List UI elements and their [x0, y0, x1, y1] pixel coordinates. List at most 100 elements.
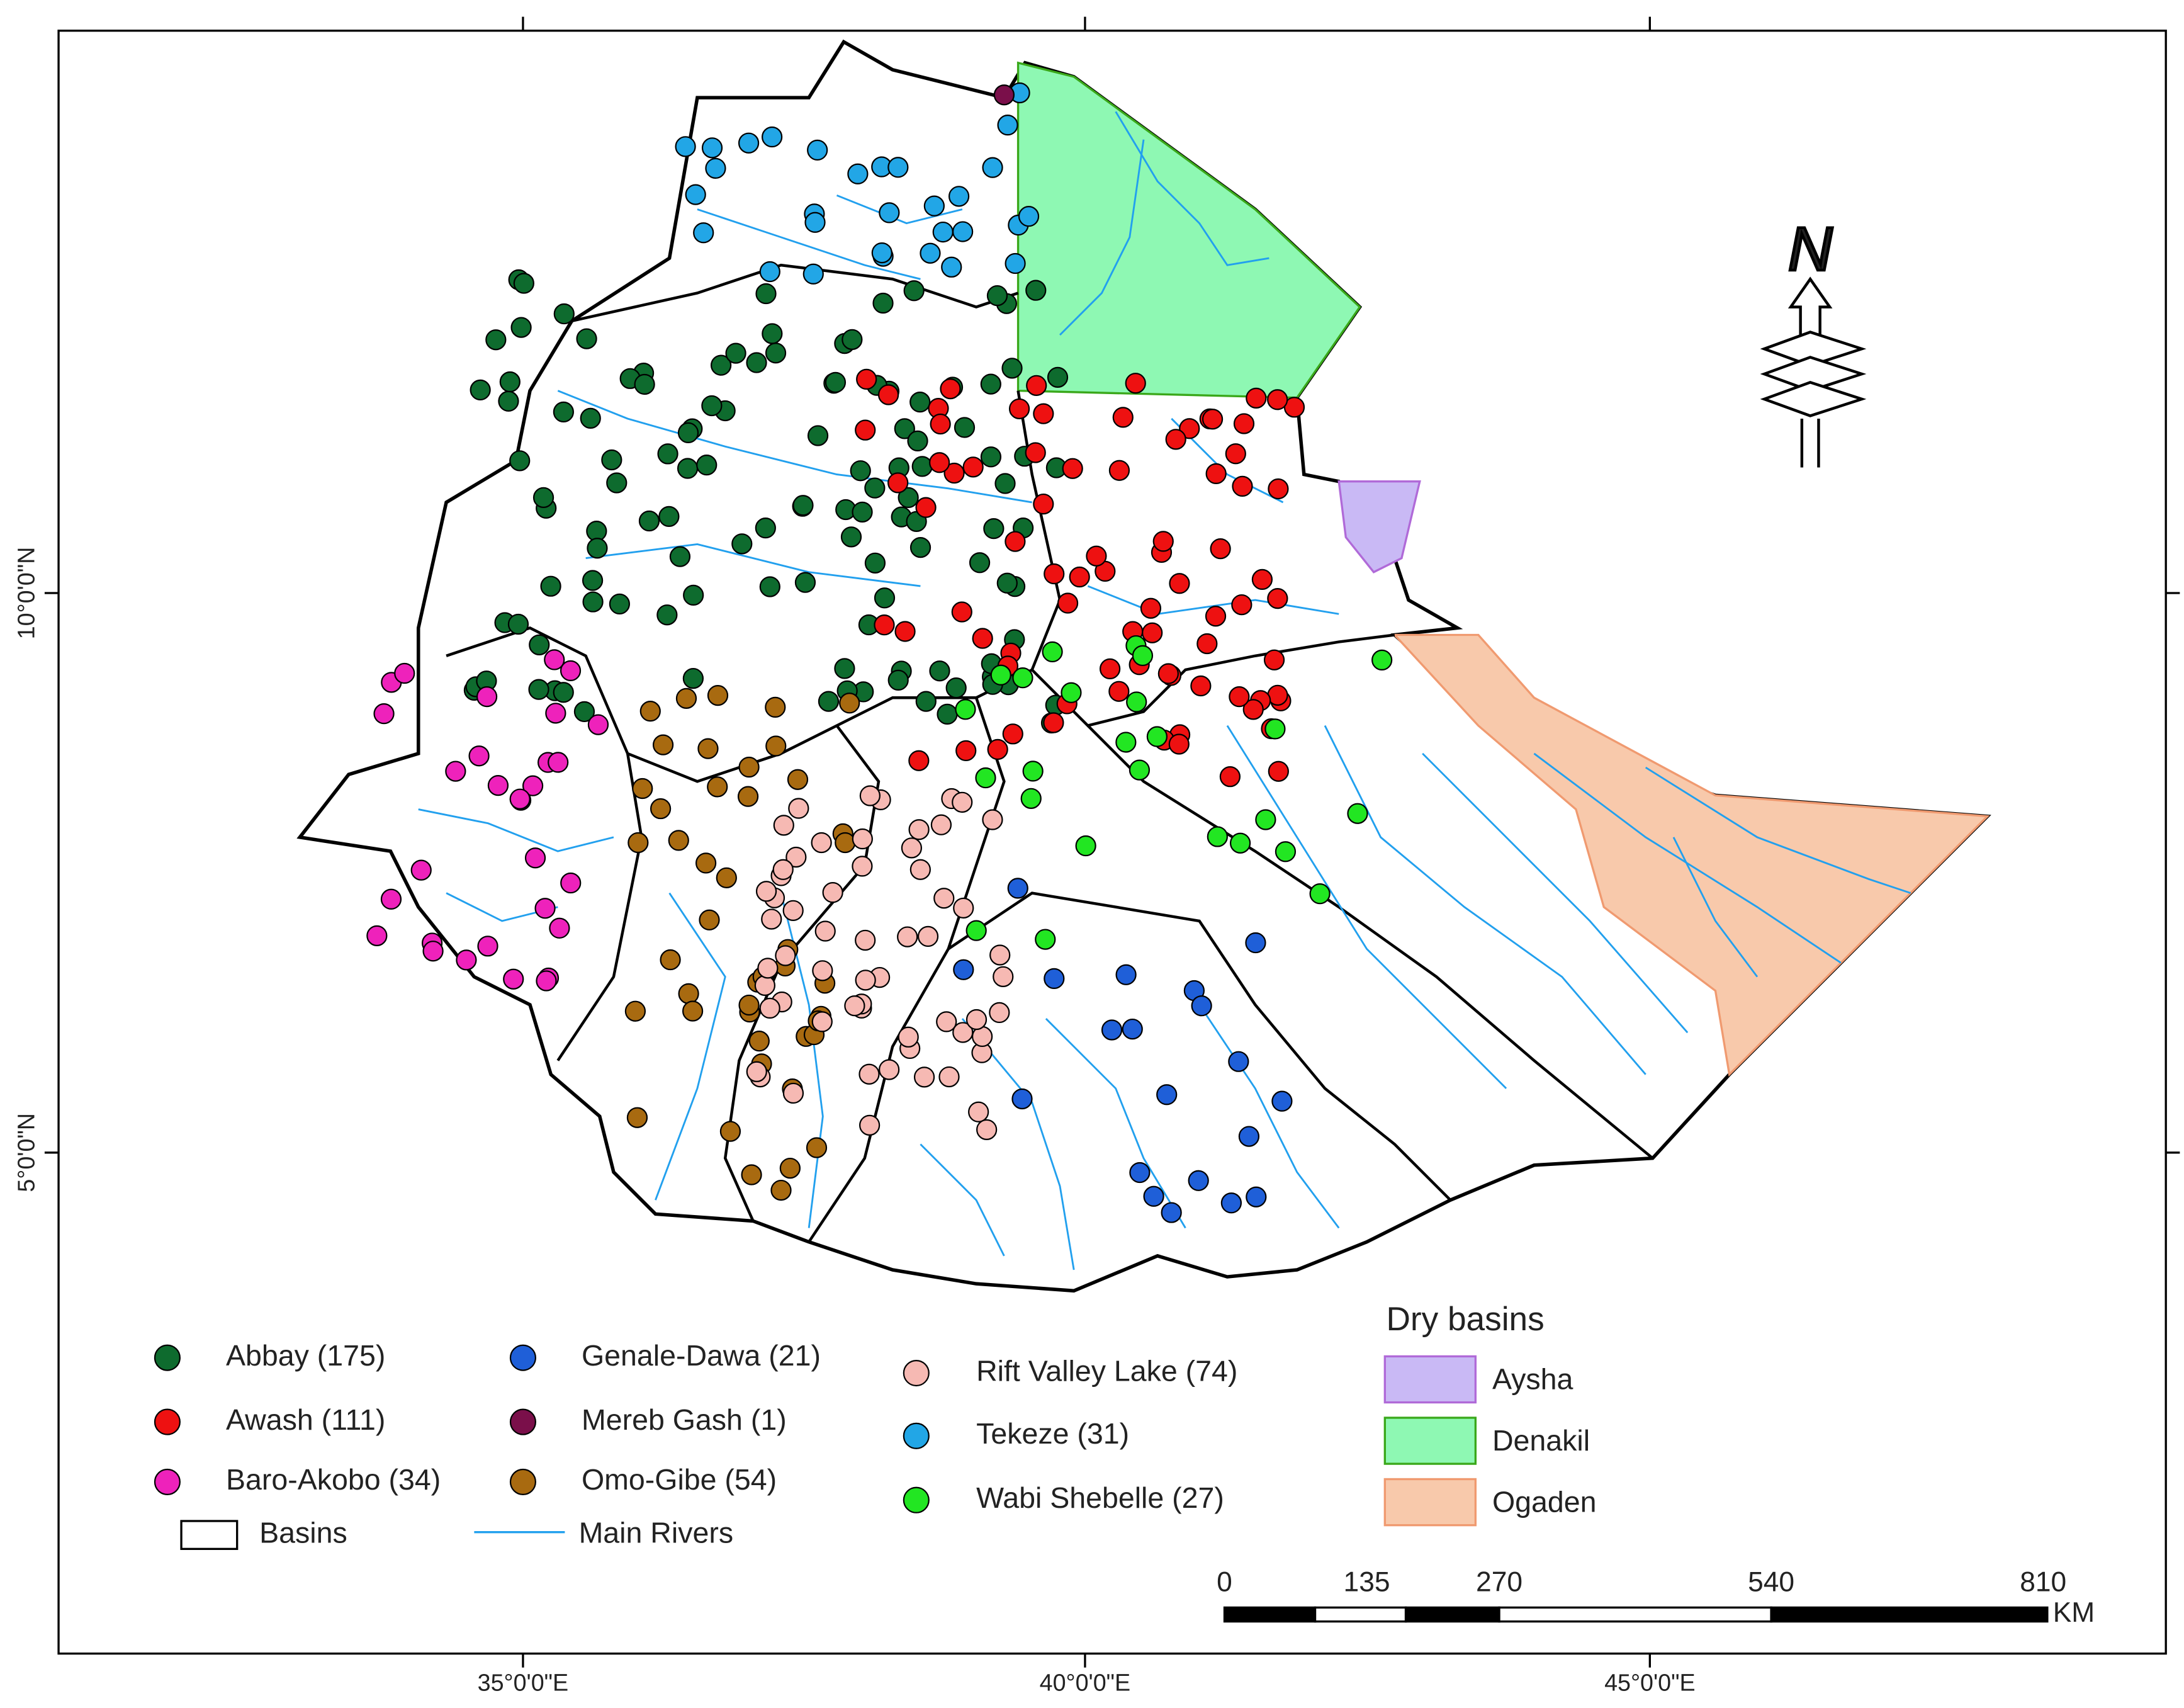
station-point [696, 455, 718, 476]
station-point [738, 756, 760, 778]
station-point [755, 517, 776, 539]
station-point [818, 691, 840, 712]
station-point [1042, 641, 1063, 663]
legend-label: Genale-Dawa (21) [582, 1339, 821, 1372]
station-point [871, 242, 892, 264]
station-point [677, 422, 699, 444]
station-point [683, 584, 704, 606]
station-point [965, 1009, 988, 1031]
station-point [997, 115, 1018, 136]
station-point [701, 137, 723, 159]
legend-marker [509, 1408, 536, 1435]
station-point [544, 649, 565, 670]
station-point [1225, 443, 1246, 465]
station-point [877, 384, 899, 405]
station-point [1371, 649, 1393, 671]
station-point [624, 1000, 646, 1022]
station-point [842, 329, 863, 350]
station-point [476, 686, 498, 708]
station-point [1026, 375, 1047, 396]
station-point [1157, 663, 1179, 684]
station-point [1025, 280, 1047, 301]
station-point [499, 371, 521, 393]
station-point [1005, 252, 1026, 274]
station-point [887, 472, 909, 494]
station-point [746, 1061, 767, 1082]
basins-legend-swatch [180, 1520, 239, 1550]
station-point [909, 536, 932, 558]
station-point [1191, 995, 1212, 1017]
station-point [1165, 429, 1186, 450]
station-point [953, 959, 974, 980]
x-axis-label: 40°0'0"E [1040, 1669, 1130, 1695]
station-point [1062, 458, 1083, 479]
station-point [477, 936, 498, 957]
station-point [852, 828, 873, 850]
station-point [1242, 699, 1264, 720]
station-point [792, 495, 814, 516]
graticule-ticks [44, 16, 2180, 1668]
station-point [759, 261, 780, 283]
station-point [470, 379, 491, 401]
station-point [990, 664, 1011, 686]
station-point [765, 342, 787, 364]
station-point [933, 888, 955, 909]
station-point [422, 941, 444, 962]
station-point [685, 184, 706, 205]
station-point [1005, 531, 1026, 552]
station-point [951, 601, 972, 623]
dry-basin-swatch [1383, 1417, 1477, 1465]
station-point [775, 945, 796, 966]
station-point [1267, 587, 1288, 609]
station-point [940, 378, 961, 400]
station-point [394, 662, 415, 684]
station-point [738, 994, 760, 1016]
scale-segment [1770, 1606, 2049, 1623]
station-point [1228, 1051, 1249, 1072]
station-point [738, 132, 760, 154]
station-point [510, 317, 532, 338]
station-point [468, 745, 490, 767]
station-point [755, 283, 777, 305]
station-point [1108, 681, 1130, 702]
station-point [943, 462, 965, 484]
y-axis-label: 5°0'0"N [13, 1113, 39, 1192]
station-point [1115, 964, 1137, 985]
station-point [755, 881, 777, 902]
station-point [952, 1022, 974, 1043]
station-point [1267, 389, 1288, 410]
scale-label: 0 [1217, 1566, 1232, 1597]
station-point [1018, 206, 1040, 227]
station-point [859, 785, 881, 806]
station-point [1132, 645, 1154, 667]
station-point [852, 856, 873, 877]
station-point [366, 925, 388, 946]
station-point [1188, 1170, 1209, 1191]
station-point [835, 832, 856, 854]
station-point [675, 687, 697, 709]
station-point [987, 738, 1008, 761]
station-point [1125, 373, 1146, 394]
station-point [1205, 463, 1227, 485]
station-point [1220, 1192, 1242, 1214]
rivers-legend-label: Main Rivers [579, 1516, 734, 1549]
station-point [807, 425, 829, 446]
station-point [962, 456, 984, 478]
station-point [952, 221, 974, 242]
station-point [772, 859, 794, 880]
station-point [840, 526, 862, 548]
station-point [675, 136, 696, 157]
station-point [762, 323, 783, 344]
station-point [787, 769, 809, 790]
station-point [587, 538, 608, 559]
station-point [626, 1107, 648, 1128]
station-point [485, 329, 507, 351]
station-point [707, 684, 729, 706]
station-point [938, 1066, 960, 1088]
scale-segment [1223, 1606, 1317, 1623]
station-point [548, 752, 569, 773]
station-point [1268, 761, 1289, 782]
station-point [540, 575, 561, 597]
station-point [894, 418, 915, 439]
